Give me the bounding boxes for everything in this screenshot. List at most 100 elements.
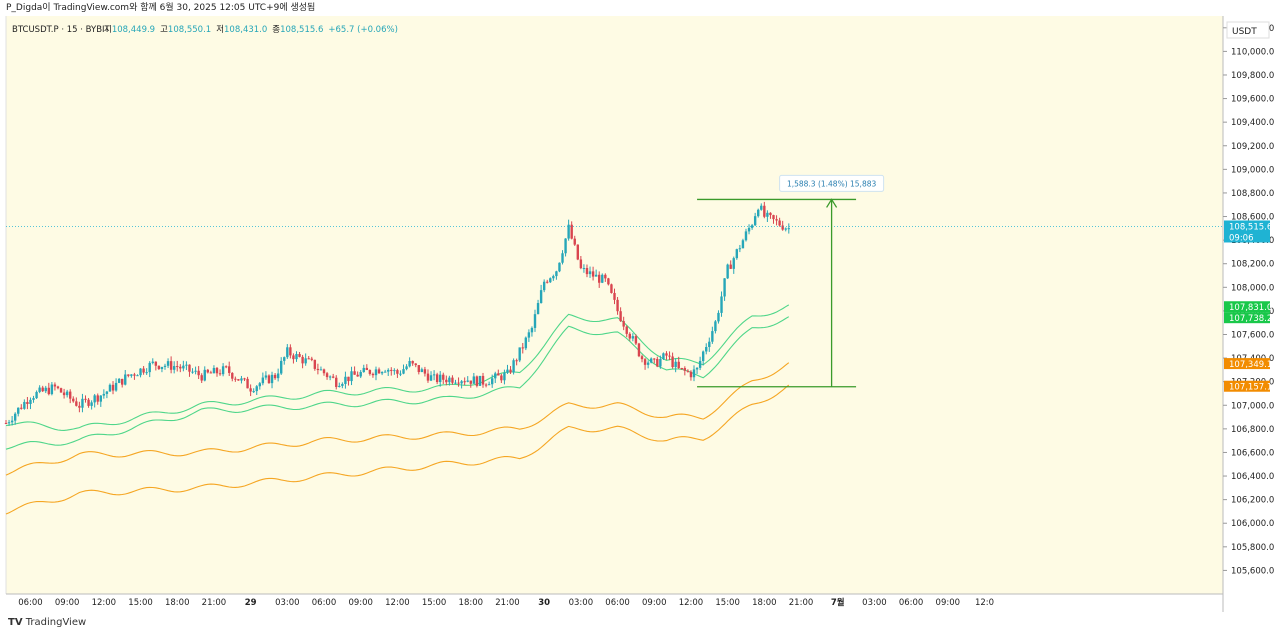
candle bbox=[59, 387, 63, 393]
candle-body bbox=[341, 383, 344, 386]
candle-body bbox=[56, 386, 60, 389]
price-badge[interactable]: 107,831.0 bbox=[1224, 301, 1272, 313]
candle-body bbox=[4, 422, 8, 424]
candle-body bbox=[322, 369, 326, 374]
candle bbox=[32, 395, 35, 403]
price-badge-box bbox=[1224, 312, 1270, 324]
candle bbox=[117, 378, 121, 384]
candle-body bbox=[435, 374, 439, 383]
candle bbox=[347, 376, 350, 386]
candle bbox=[316, 363, 320, 375]
candle-body bbox=[686, 370, 690, 372]
time-axis[interactable]: 06:00 09:00 12:00 15:00 18:00 21:00 29 03:00 06:… bbox=[18, 597, 994, 608]
candle-body bbox=[637, 343, 641, 357]
price-badge[interactable]: 107,157.1 bbox=[1224, 380, 1272, 393]
candle-body bbox=[662, 353, 665, 360]
candle bbox=[500, 373, 503, 383]
candle bbox=[741, 238, 745, 249]
candle bbox=[591, 266, 595, 281]
candle-body bbox=[478, 375, 482, 386]
candlestick-chart[interactable]: 1,588.3 (1.48%) 15,883 110,200.0110,000.… bbox=[0, 16, 1280, 612]
candle bbox=[616, 297, 619, 315]
price-badge[interactable]: 108,515.609:06 bbox=[1224, 220, 1272, 243]
candle bbox=[252, 388, 255, 394]
candle-body bbox=[160, 366, 164, 369]
candle bbox=[383, 369, 387, 373]
candle bbox=[772, 214, 775, 224]
candle bbox=[445, 375, 448, 386]
candle bbox=[41, 385, 44, 393]
measure-label-box bbox=[779, 174, 885, 192]
measure-arrow-icon bbox=[826, 198, 838, 208]
candle bbox=[399, 370, 402, 377]
candle-body bbox=[365, 367, 369, 371]
candle bbox=[224, 365, 228, 369]
candle-body bbox=[665, 353, 668, 356]
candle bbox=[588, 266, 592, 278]
legend-close-value: 108,515.6 bbox=[280, 25, 323, 35]
candle bbox=[561, 250, 564, 265]
candle bbox=[763, 201, 766, 219]
candle-body bbox=[448, 377, 451, 383]
candle-body bbox=[533, 314, 537, 328]
candle bbox=[766, 210, 769, 222]
candle-body bbox=[264, 375, 268, 378]
candle bbox=[130, 374, 133, 378]
candle-body bbox=[151, 361, 154, 363]
candle-body bbox=[763, 205, 766, 217]
footer-brand: TV TradingView bbox=[0, 613, 1280, 635]
candle-body bbox=[393, 370, 396, 372]
candle-body bbox=[778, 220, 781, 226]
candle-body bbox=[588, 271, 592, 275]
legend-ohlc: 시108,449.9 고108,550.1 저108,431.0 종108,515.6… bbox=[104, 25, 398, 35]
price-axis[interactable]: 110,200.0110,000.0109,800.0109,600.0109,… bbox=[1223, 24, 1274, 577]
candle bbox=[646, 360, 650, 369]
price-badge-label: 107,349.1 bbox=[1229, 360, 1272, 370]
candle-body bbox=[692, 369, 696, 378]
candle-body bbox=[674, 361, 677, 368]
candle-body bbox=[521, 347, 524, 349]
candle bbox=[209, 370, 213, 374]
candle bbox=[102, 389, 106, 399]
price-badge[interactable]: 107,349.1 bbox=[1224, 358, 1272, 370]
measure-label-text: 1,588.3 (1.48%) 15,883 bbox=[787, 179, 877, 188]
candle-body bbox=[610, 284, 613, 293]
candle-body bbox=[787, 228, 790, 230]
candle bbox=[264, 371, 268, 380]
price-badge[interactable]: 107,738.2 bbox=[1224, 312, 1272, 324]
candle-body bbox=[750, 225, 754, 228]
legend-low-label: 저 bbox=[216, 25, 224, 35]
y-tick-label: 108,000.0 bbox=[1231, 283, 1274, 293]
candle bbox=[313, 359, 317, 371]
candle bbox=[108, 383, 112, 392]
candle-body bbox=[604, 274, 607, 279]
candle-body bbox=[429, 375, 433, 381]
x-tick-label: 12:00 bbox=[385, 598, 410, 608]
candle bbox=[634, 334, 638, 346]
candle-body bbox=[561, 253, 564, 263]
candle-body bbox=[127, 374, 130, 376]
candle-body bbox=[396, 370, 399, 374]
currency-label[interactable]: USDT bbox=[1226, 21, 1270, 39]
candle bbox=[509, 366, 512, 375]
candle bbox=[533, 309, 537, 332]
x-tick-label: 06:00 bbox=[605, 598, 630, 608]
candle bbox=[368, 369, 372, 376]
candle-body bbox=[643, 359, 647, 365]
candle-body bbox=[383, 371, 387, 373]
candle-body bbox=[680, 367, 683, 369]
candle-body bbox=[209, 372, 213, 374]
tradingview-logo-icon: TV bbox=[8, 617, 23, 628]
candle bbox=[182, 360, 185, 372]
candle bbox=[365, 364, 369, 371]
candle bbox=[176, 360, 179, 372]
candle bbox=[524, 336, 528, 351]
chart-area[interactable]: 1,588.3 (1.48%) 15,883 110,200.0110,000.… bbox=[0, 16, 1280, 612]
candle bbox=[653, 358, 656, 364]
candle-body bbox=[13, 413, 17, 421]
candle-body bbox=[775, 219, 778, 221]
candle bbox=[301, 354, 304, 369]
candle bbox=[426, 369, 430, 383]
candle-body bbox=[44, 387, 47, 392]
candle bbox=[787, 223, 790, 234]
